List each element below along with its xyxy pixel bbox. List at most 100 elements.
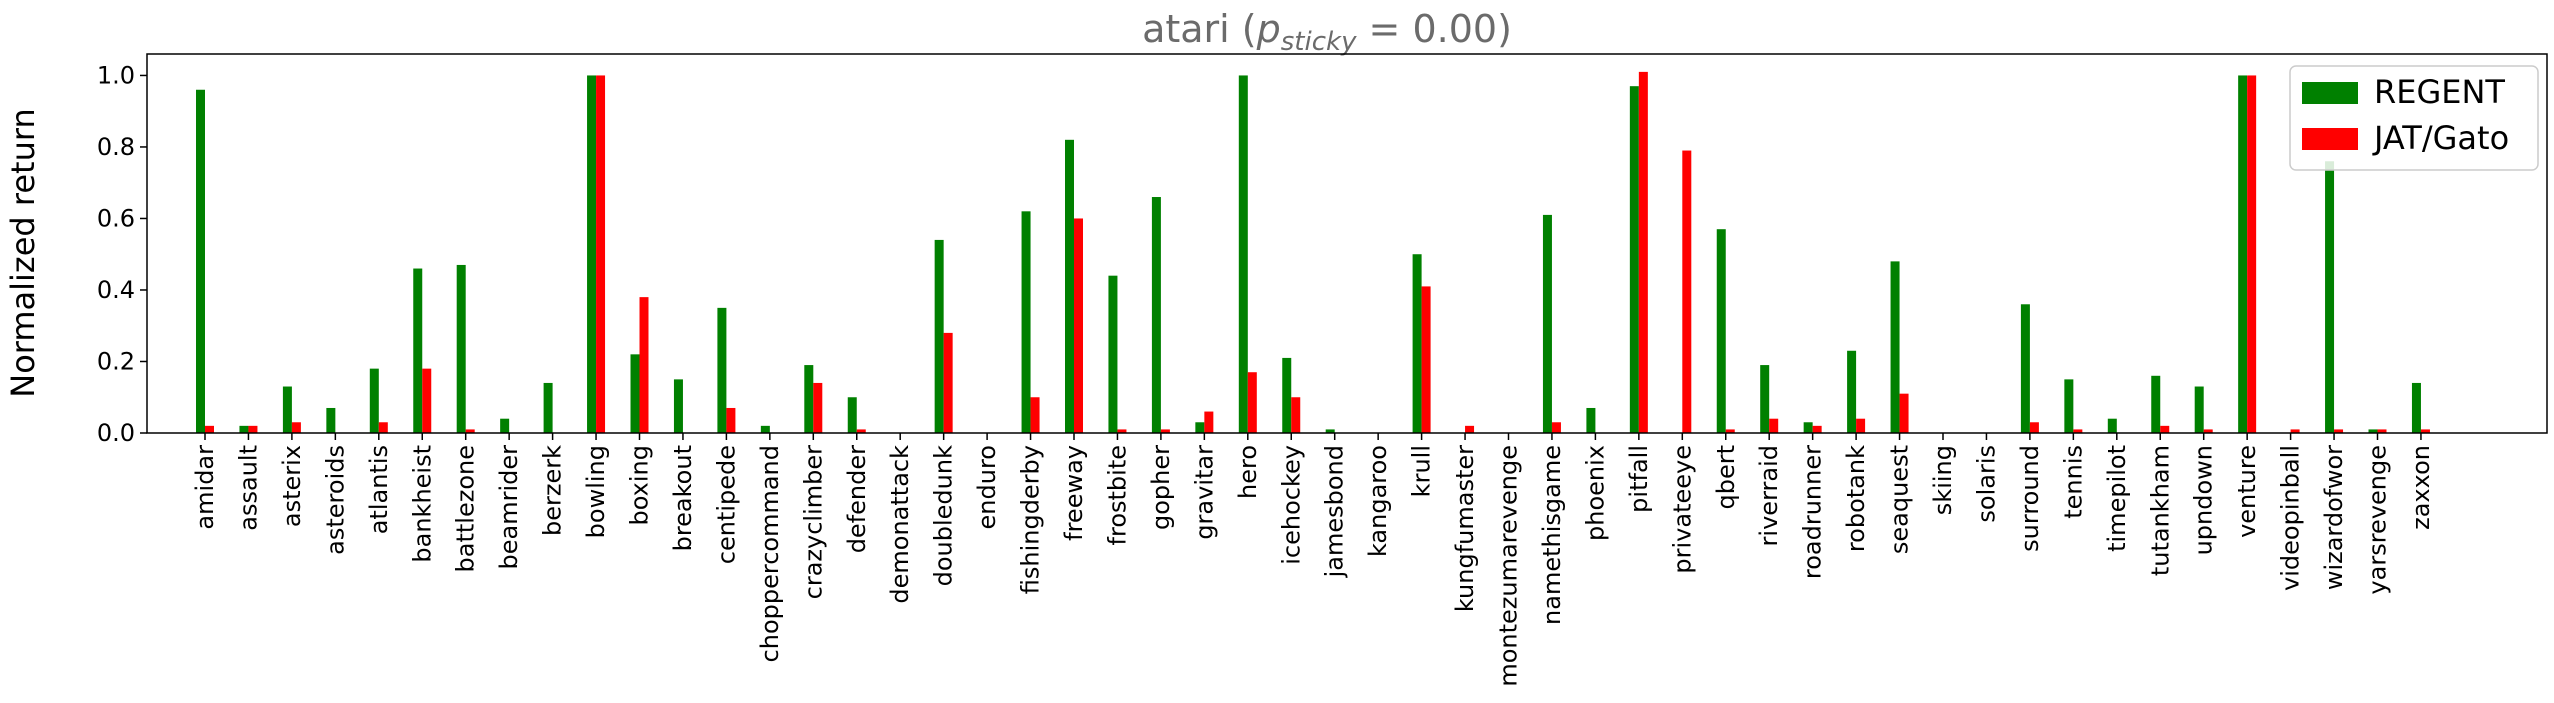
x-tick-label-enduro: enduro	[973, 445, 1001, 529]
x-tick-label-beamrider: beamrider	[495, 445, 523, 570]
bar-jat-gato-crazyclimber	[813, 382, 823, 433]
bar-regent-seaquest	[1890, 261, 1900, 433]
x-tick-label-zaxxon: zaxxon	[2407, 445, 2435, 530]
x-tick-label-tutankham: tutankham	[2146, 445, 2174, 576]
bar-regent-doubledunk	[934, 239, 944, 433]
bar-regent-battlezone	[456, 264, 466, 433]
bar-jat-gato-videopinball	[2290, 429, 2300, 433]
y-tick-label: 0.6	[97, 204, 135, 232]
bar-jat-gato-fishingderby	[1030, 397, 1040, 433]
x-tick-label-fishingderby: fishingderby	[1017, 445, 1045, 594]
bar-regent-surround	[2020, 304, 2030, 433]
x-tick-label-berzerk: berzerk	[539, 445, 567, 536]
x-tick-label-centipede: centipede	[712, 445, 740, 564]
bar-regent-atlantis	[369, 368, 379, 433]
legend-swatch-jat-gato	[2302, 128, 2358, 150]
bar-regent-freeway	[1065, 139, 1074, 433]
bar-regent-zaxxon	[2411, 382, 2421, 433]
bar-jat-gato-amidar	[205, 425, 214, 433]
x-tick-label-freeway: freeway	[1060, 445, 1088, 541]
legend-label-jat-gato: JAT/Gato	[2372, 119, 2509, 157]
y-tick-label: 0.8	[97, 133, 135, 161]
bar-regent-bankheist	[413, 268, 423, 433]
legend-label-regent: REGENT	[2374, 73, 2505, 111]
bar-regent-fishingderby	[1021, 211, 1031, 433]
bar-jat-gato-krull	[1421, 286, 1431, 433]
bar-jat-gato-doubledunk	[943, 332, 953, 433]
bar-regent-phoenix	[1586, 407, 1596, 433]
bar-jat-gato-seaquest	[1899, 393, 1909, 433]
x-tick-label-kangaroo: kangaroo	[1364, 445, 1392, 557]
bar-regent-asterix	[282, 386, 292, 433]
x-tick-label-phoenix: phoenix	[1581, 445, 1609, 541]
bar-jat-gato-surround	[2029, 422, 2039, 433]
x-tick-label-pitfall: pitfall	[1625, 445, 1653, 513]
y-axis-ticks: 0.0 0.2 0.4 0.6 0.8 1.0	[97, 61, 147, 447]
x-tick-label-upndown: upndown	[2190, 445, 2218, 555]
bar-regent-qbert	[1716, 229, 1726, 433]
x-tick-label-frostbite: frostbite	[1103, 445, 1131, 545]
bar-jat-gato-icehockey	[1291, 397, 1301, 433]
bar-regent-berzerk	[543, 382, 553, 433]
bar-regent-centipede	[717, 307, 727, 433]
x-tick-label-demonattack: demonattack	[886, 445, 914, 604]
bar-regent-yarsrevenge	[2368, 429, 2378, 433]
x-tick-label-assault: assault	[234, 445, 262, 531]
bar-regent-hero	[1238, 75, 1248, 433]
x-tick-label-tennis: tennis	[2059, 445, 2087, 519]
bar-jat-gato-frostbite	[1117, 429, 1127, 433]
x-tick-label-defender: defender	[843, 445, 871, 553]
x-tick-label-roadrunner: roadrunner	[1799, 445, 1827, 579]
x-tick-label-surround: surround	[2016, 445, 2044, 552]
x-tick-label-videopinball: videopinball	[2277, 445, 2305, 591]
x-tick-label-timepilot: timepilot	[2103, 445, 2131, 552]
x-tick-label-privateeye: privateeye	[1668, 445, 1696, 574]
bar-jat-gato-bowling	[596, 75, 606, 433]
bar-regent-robotank	[1847, 350, 1857, 433]
y-tick-label: 1.0	[97, 61, 135, 89]
bar-jat-gato-boxing	[639, 297, 649, 433]
bar-jat-gato-pitfall	[1638, 71, 1648, 433]
bar-jat-gato-asterix	[291, 422, 301, 433]
bar-regent-krull	[1412, 254, 1422, 433]
bar-jat-gato-qbert	[1725, 429, 1735, 433]
y-tick-label: 0.0	[97, 419, 135, 447]
x-tick-label-namethisgame: namethisgame	[1538, 445, 1566, 625]
bar-jat-gato-tutankham	[2160, 425, 2170, 433]
bar-regent-choppercommand	[760, 425, 770, 433]
bar-regent-roadrunner	[1803, 422, 1813, 433]
bar-regent-namethisgame	[1542, 214, 1552, 433]
bar-regent-wizardofwor	[2325, 161, 2335, 433]
bar-regent-pitfall	[1629, 86, 1639, 434]
x-tick-label-gravitar: gravitar	[1190, 445, 1218, 540]
bar-jat-gato-assault	[248, 425, 258, 433]
bar-jat-gato-robotank	[1856, 418, 1866, 433]
bar-regent-crazyclimber	[804, 365, 814, 433]
x-tick-label-choppercommand: choppercommand	[756, 445, 784, 662]
x-tick-label-jamesbond: jamesbond	[1321, 445, 1349, 578]
x-tick-label-seaquest: seaquest	[1886, 445, 1914, 554]
bar-jat-gato-atlantis	[378, 422, 388, 433]
x-tick-label-bankheist: bankheist	[408, 445, 436, 563]
x-tick-label-atlantis: atlantis	[365, 445, 393, 534]
x-tick-label-crazyclimber: crazyclimber	[799, 445, 827, 599]
x-tick-label-doubledunk: doubledunk	[930, 445, 958, 586]
x-tick-label-riverraid: riverraid	[1755, 445, 1783, 546]
bar-regent-tutankham	[2151, 375, 2161, 433]
x-tick-label-krull: krull	[1408, 445, 1436, 497]
x-tick-label-asteroids: asteroids	[321, 445, 349, 555]
bar-jat-gato-gravitar	[1204, 411, 1214, 433]
bars-group	[196, 71, 2430, 434]
bar-regent-boxing	[630, 354, 640, 433]
x-tick-label-solaris: solaris	[1972, 445, 2000, 523]
bar-regent-amidar	[196, 89, 205, 433]
bar-jat-gato-namethisgame	[1551, 422, 1561, 433]
chart-title: atari (psticky = 0.00)	[1142, 7, 1512, 57]
bar-jat-gato-riverraid	[1769, 418, 1779, 433]
bar-regent-defender	[847, 397, 857, 433]
bar-jat-gato-upndown	[2203, 429, 2213, 433]
x-tick-label-skiing: skiing	[1929, 445, 1957, 515]
bar-jat-gato-privateeye	[1682, 150, 1692, 434]
bar-jat-gato-defender	[856, 429, 866, 433]
